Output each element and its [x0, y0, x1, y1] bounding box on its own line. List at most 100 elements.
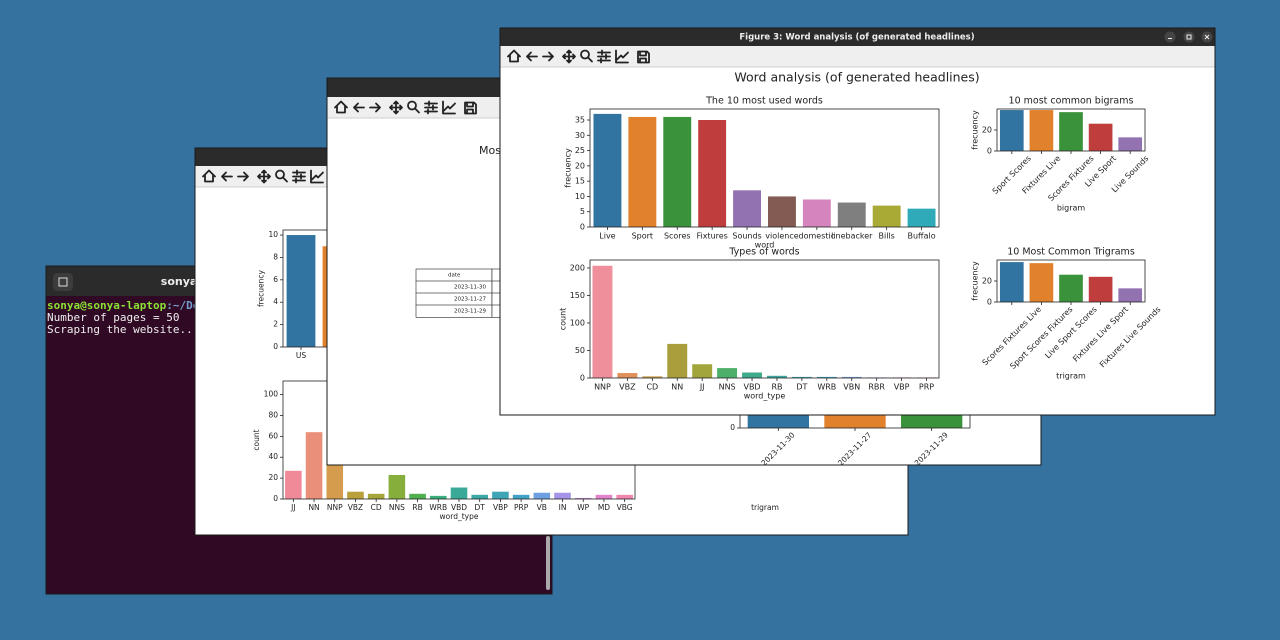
x-axis-label: trigram	[751, 503, 779, 512]
toolbar-button-forward[interactable]	[542, 51, 554, 62]
terminal-menu-button[interactable]	[53, 273, 73, 291]
x-tick-label: WRB	[429, 503, 447, 512]
x-tick-label: Live	[599, 232, 615, 241]
x-tick-label: VBZ	[348, 503, 363, 512]
toolbar-button-zoom[interactable]	[407, 100, 420, 114]
icon-glyph	[580, 49, 590, 60]
toolbar-button-move[interactable]	[389, 100, 403, 115]
table-cell-text: 2023-11-29	[454, 309, 486, 315]
y-tick-label: 200	[570, 263, 585, 272]
toolbar-button-plot[interactable]	[442, 100, 456, 115]
maximize-button[interactable]	[1183, 31, 1195, 43]
x-tick-label: NNP	[327, 503, 343, 512]
bar	[574, 497, 592, 499]
toolbar-button-forward[interactable]	[237, 171, 249, 182]
toolbar-button-back[interactable]	[526, 51, 538, 62]
bar	[450, 487, 468, 499]
y-axis-label: frecuency	[564, 148, 573, 188]
y-tick-label: 0	[987, 147, 992, 156]
chart-title: The 10 most used words	[705, 96, 823, 107]
button-glyph	[1186, 34, 1192, 40]
x-tick-label: VBD	[743, 383, 760, 392]
toolbar-button-move[interactable]	[562, 49, 576, 64]
y-tick-label: 6	[273, 275, 278, 284]
y-tick-label: 20	[268, 473, 278, 482]
x-tick-label: Scores	[664, 232, 691, 241]
y-tick-label: 80	[268, 410, 278, 419]
toolbar-button-back[interactable]	[221, 171, 233, 182]
chart-title: 10 Most Common Trigrams	[1007, 247, 1135, 258]
bar	[595, 494, 613, 499]
toolbar-button-forward[interactable]	[369, 102, 381, 113]
bar	[286, 235, 316, 347]
toolbar-button-plot[interactable]	[310, 169, 324, 184]
y-tick-label: 50	[575, 346, 585, 355]
y-tick-label: 20	[982, 126, 992, 135]
x-tick-label: domestic	[799, 232, 836, 241]
icon-glyph	[353, 102, 365, 113]
bar	[907, 208, 936, 227]
toolbar-button-config[interactable]	[597, 49, 611, 64]
icon-glyph	[464, 101, 477, 115]
bar	[698, 120, 727, 227]
y-axis-label: frecuency	[971, 261, 980, 301]
icon-glyph	[292, 169, 306, 184]
icon-glyph	[275, 169, 285, 180]
bar	[1059, 112, 1083, 151]
bar	[717, 368, 738, 378]
x-tick-label: CD	[371, 503, 382, 512]
y-tick-label: 40	[268, 452, 278, 461]
minimize-button[interactable]	[1164, 31, 1176, 43]
x-tick-label: MD	[598, 503, 610, 512]
x-tick-label: US	[296, 351, 306, 360]
bar	[592, 265, 613, 378]
axes-frame	[589, 108, 940, 228]
bar	[663, 116, 692, 227]
title-bar	[500, 28, 1215, 46]
x-tick-label: IN	[559, 503, 567, 512]
x-tick-label: NN	[671, 383, 683, 392]
bar	[533, 492, 551, 499]
bar	[1029, 263, 1054, 302]
bar	[816, 376, 837, 378]
y-tick-label: 5	[580, 207, 585, 216]
bar	[667, 343, 688, 378]
bar	[1029, 110, 1054, 151]
icon-glyph	[257, 169, 271, 184]
toolbar-button-save[interactable]	[637, 50, 650, 64]
bar	[1088, 123, 1113, 151]
toolbar-button-save[interactable]	[464, 101, 477, 115]
bar	[430, 495, 447, 499]
toolbar-button-config[interactable]	[292, 169, 306, 184]
bar	[733, 190, 762, 227]
y-axis-label: count	[559, 308, 568, 331]
x-tick-label: VBG	[617, 503, 633, 512]
icon-glyph	[507, 49, 521, 63]
toolbar-button-config[interactable]	[424, 100, 438, 115]
icon-glyph	[282, 176, 288, 183]
toolbar-button-home[interactable]	[334, 100, 348, 114]
x-tick-label: NN	[308, 503, 319, 512]
toolbar-button-zoom[interactable]	[275, 169, 288, 183]
y-tick-label: 20	[982, 277, 992, 286]
toolbar-button-home[interactable]	[202, 169, 216, 183]
bar	[999, 262, 1024, 302]
toolbar-button-zoom[interactable]	[580, 49, 593, 63]
bar	[471, 494, 488, 499]
terminal-menu-glyph	[58, 277, 68, 287]
toolbar-button-home[interactable]	[507, 49, 521, 63]
toolbar-button-move[interactable]	[257, 169, 271, 184]
icon-glyph	[637, 50, 650, 64]
x-tick-label: linebacker	[831, 232, 873, 241]
x-axis-label: word	[755, 241, 775, 250]
chart-title: 10 most common bigrams	[1009, 96, 1134, 107]
icon-glyph	[389, 100, 403, 115]
icon-glyph	[369, 102, 381, 113]
x-tick-label: PRP	[514, 503, 529, 512]
toolbar-button-back[interactable]	[353, 102, 365, 113]
bar	[617, 373, 638, 378]
window-border	[499, 27, 1216, 416]
y-tick-label: 8	[273, 252, 278, 261]
toolbar-button-plot[interactable]	[615, 49, 629, 64]
